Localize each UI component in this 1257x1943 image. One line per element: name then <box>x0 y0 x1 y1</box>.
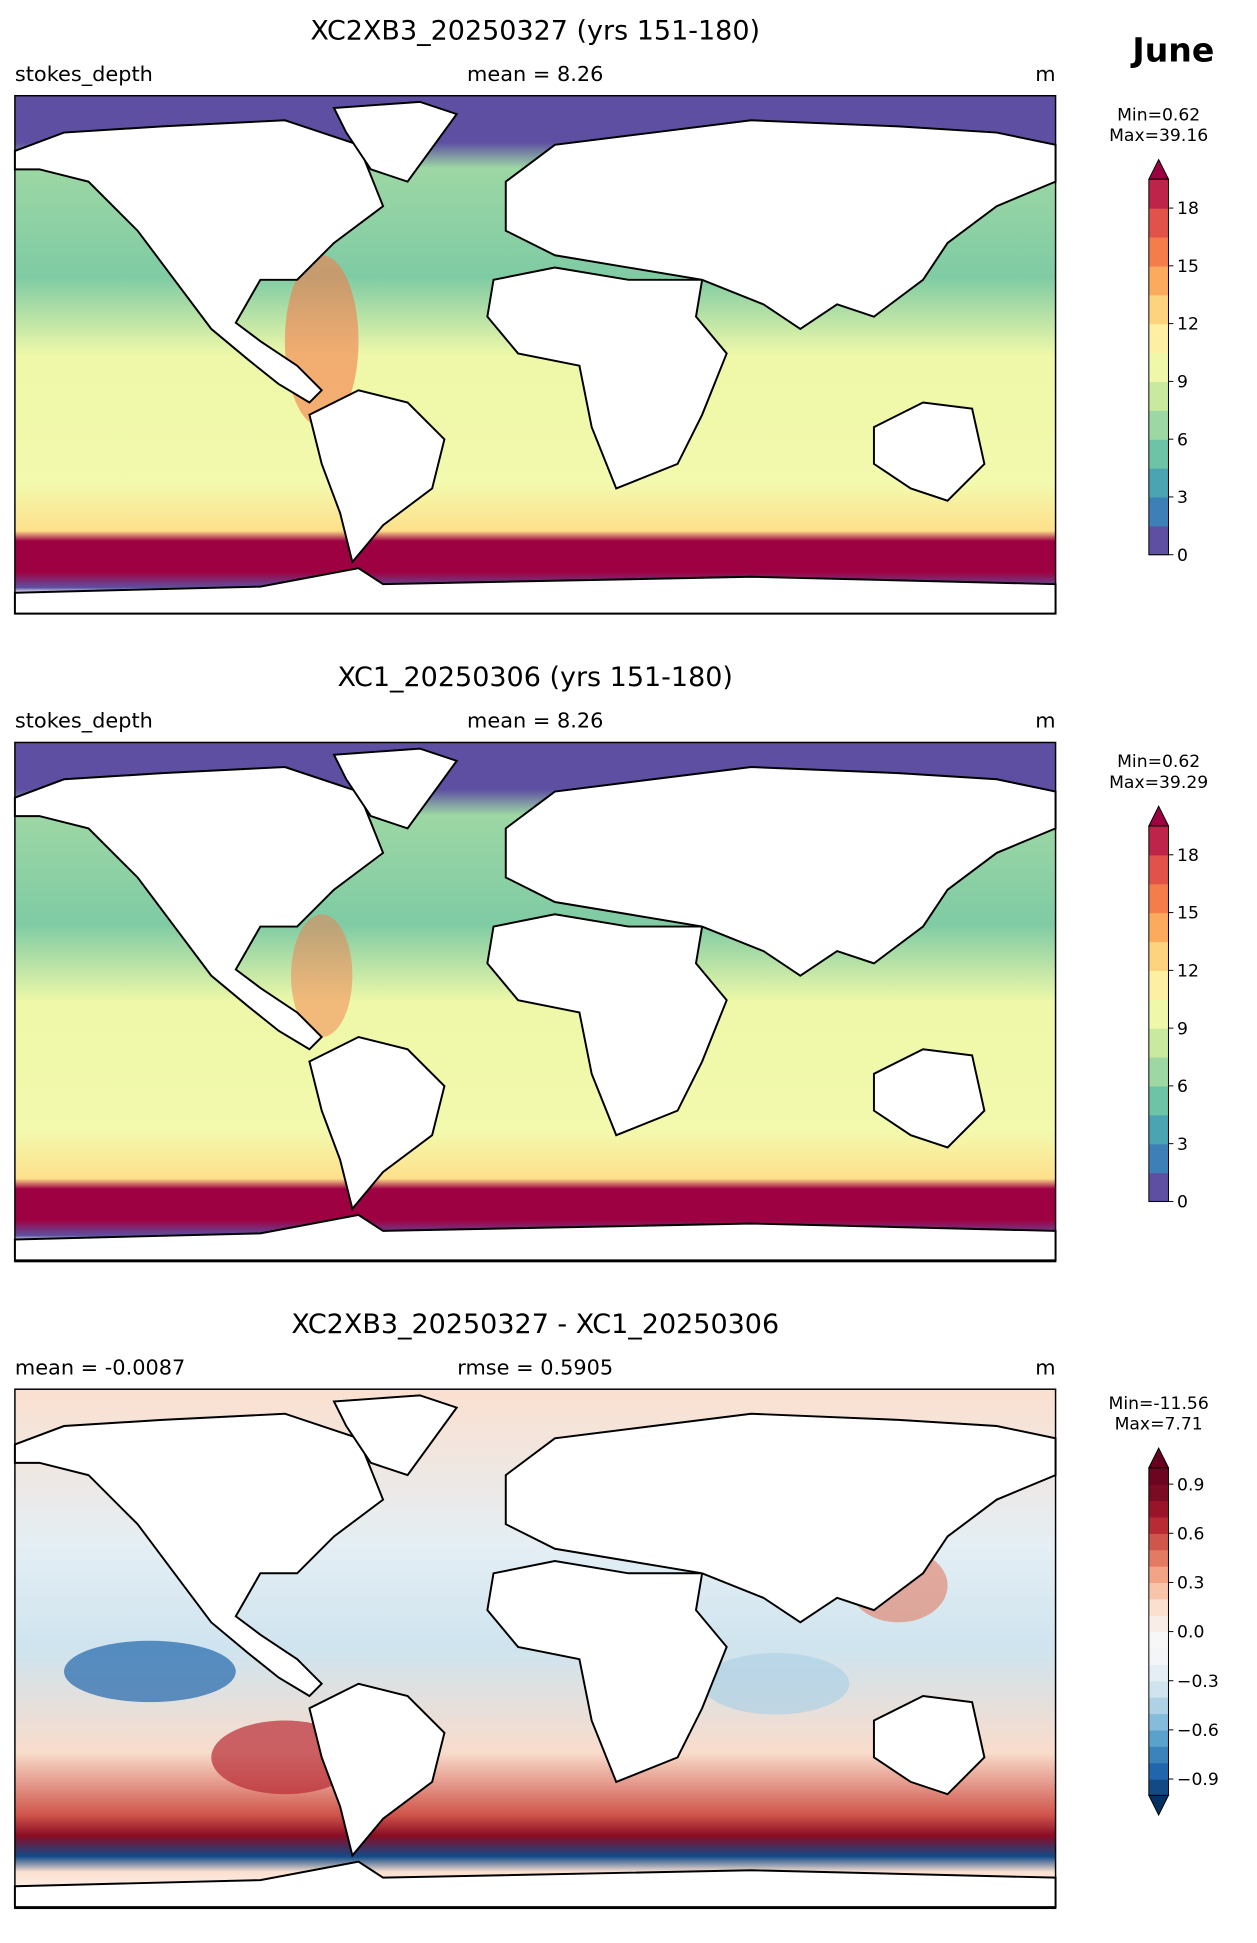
colorbar-segment <box>1148 1779 1169 1797</box>
colorbar-segment <box>1148 1680 1169 1698</box>
colorbar-segment <box>1148 1566 1169 1584</box>
left-label: stokes_depth <box>15 709 153 734</box>
colorbar-segment <box>1148 1500 1169 1518</box>
colorbar-segment <box>1148 1647 1169 1665</box>
colorbar-segment <box>1148 941 1169 971</box>
map <box>13 1388 1057 1910</box>
colorbar-segment <box>1148 970 1169 1000</box>
colorbar-stat: Max=39.29 <box>1109 773 1208 793</box>
colorbar-stat: Max=39.16 <box>1109 126 1208 146</box>
right-label: m <box>1035 709 1055 733</box>
right-label: m <box>1035 1355 1055 1379</box>
colorbar-segment <box>1148 1697 1169 1715</box>
colorbar-segment <box>1148 468 1169 498</box>
center-label: mean = 8.26 <box>467 709 603 733</box>
colorbar-segment <box>1148 912 1169 943</box>
colorbar-tick-label: 6 <box>1177 1077 1188 1097</box>
center-label: mean = 8.26 <box>467 62 603 86</box>
left-label: stokes_depth <box>15 62 153 87</box>
colorbar-segment <box>1148 496 1169 527</box>
colorbar-tick-label: 0.0 <box>1177 1623 1204 1643</box>
colorbar-tick-label: 15 <box>1177 257 1199 277</box>
colorbar-segment <box>1148 352 1169 382</box>
colorbar-tick-label: 9 <box>1177 373 1188 393</box>
colorbar-segment <box>1148 1484 1169 1502</box>
colorbar-tick-label: 0 <box>1177 1193 1188 1213</box>
colorbar-segment <box>1148 1549 1169 1567</box>
left-label: mean = -0.0087 <box>15 1355 185 1379</box>
colorbar-stat: Min=-11.56 <box>1109 1394 1209 1414</box>
colorbar-frame <box>1148 178 1169 556</box>
colorbar-segment <box>1148 1057 1169 1087</box>
panel-title: XC2XB3_20250327 (yrs 151-180) <box>310 15 760 46</box>
colorbar-segment <box>1148 1729 1169 1747</box>
colorbar-tick-label: 3 <box>1177 488 1188 508</box>
colorbar-tick-label: −0.6 <box>1177 1721 1219 1741</box>
colorbar-tick-label: −0.3 <box>1177 1672 1219 1692</box>
colorbar-tick-label: 0 <box>1177 546 1188 566</box>
colorbar-segment <box>1148 1746 1169 1764</box>
map <box>13 94 1057 615</box>
colorbar-tick-label: 0.6 <box>1177 1524 1204 1544</box>
colorbar-extend <box>1148 1447 1170 1469</box>
colorbar-tick-label: 6 <box>1177 430 1188 450</box>
colorbar-segment <box>1148 381 1169 411</box>
colorbar-segment <box>1148 179 1169 209</box>
colorbar-segment <box>1148 323 1169 354</box>
colorbar-tick-label: 3 <box>1177 1135 1188 1155</box>
colorbar-segment <box>1148 439 1169 469</box>
colorbar-extend <box>1148 1794 1170 1817</box>
colorbar-segment <box>1148 1028 1169 1058</box>
colorbar-extend <box>1148 805 1170 827</box>
colorbar-stat: Min=0.62 <box>1117 752 1200 772</box>
colorbar-segment <box>1148 1085 1169 1116</box>
colorbar-tick-label: 18 <box>1177 199 1199 219</box>
center-label: rmse = 0.5905 <box>457 1355 613 1379</box>
colorbar-segment <box>1148 1631 1169 1649</box>
colorbar-segment <box>1148 1713 1169 1731</box>
suptitle: June <box>1130 30 1214 69</box>
colorbar-segment <box>1148 236 1169 267</box>
map <box>13 741 1057 1263</box>
colorbar-segment <box>1148 294 1169 325</box>
colorbar-segment <box>1148 825 1169 856</box>
colorbar-tick-label: 15 <box>1177 904 1199 924</box>
colorbar-tick-label: −0.9 <box>1177 1770 1219 1790</box>
colorbar-segment <box>1148 854 1169 885</box>
colorbar-segment <box>1148 410 1169 440</box>
colorbar-tick-label: 9 <box>1177 1019 1188 1039</box>
colorbar-segment <box>1148 1143 1169 1174</box>
colorbar-segment <box>1148 1533 1169 1551</box>
colorbar-segment <box>1148 1762 1169 1780</box>
colorbar-tick-label: 18 <box>1177 846 1199 866</box>
colorbar-segment <box>1148 1598 1169 1616</box>
colorbar-segment <box>1148 1664 1169 1682</box>
colorbar-stat: Min=0.62 <box>1117 105 1200 125</box>
colorbar-segment <box>1148 1582 1169 1600</box>
panel-title: XC1_20250306 (yrs 151-180) <box>338 662 733 693</box>
colorbar-segment <box>1148 265 1169 296</box>
colorbar-tick-label: 0.9 <box>1177 1475 1204 1495</box>
colorbar-tick-label: 12 <box>1177 961 1199 981</box>
colorbar-tick-label: 0.3 <box>1177 1574 1204 1594</box>
right-label: m <box>1035 62 1055 86</box>
colorbars: Min=0.62Max=39.160369121518Min=0.62Max=3… <box>1109 105 1219 1817</box>
panel-title: XC2XB3_20250327 - XC1_20250306 <box>291 1309 779 1340</box>
colorbar-segment <box>1148 1467 1169 1485</box>
colorbar-frame <box>1148 825 1169 1202</box>
colorbar-segment <box>1148 208 1169 238</box>
colorbar-segment <box>1148 525 1169 556</box>
colorbar-segment <box>1148 1615 1169 1633</box>
colorbar-segment <box>1148 999 1169 1029</box>
colorbar-stat: Max=7.71 <box>1115 1415 1203 1435</box>
colorbar-segment <box>1148 883 1169 914</box>
colorbar-tick-label: 12 <box>1177 315 1199 335</box>
colorbar-segment <box>1148 1114 1169 1145</box>
colorbar-segment <box>1148 1516 1169 1534</box>
colorbar-segment <box>1148 1172 1169 1203</box>
colorbar-extend <box>1148 158 1170 180</box>
